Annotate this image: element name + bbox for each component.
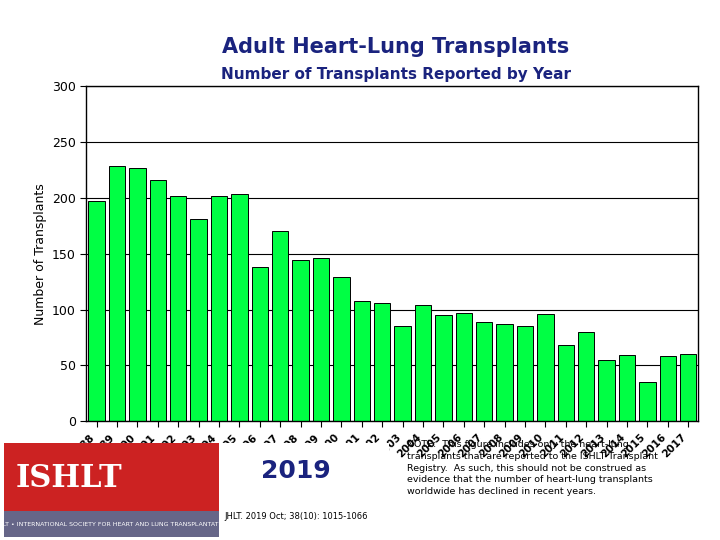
Bar — [150, 180, 166, 421]
Text: JHLT. 2019 Oct; 38(10): 1015-1066: JHLT. 2019 Oct; 38(10): 1015-1066 — [225, 512, 368, 521]
Bar — [517, 326, 534, 421]
Bar — [660, 356, 676, 421]
Bar — [374, 303, 390, 421]
Bar — [395, 326, 410, 421]
Bar — [109, 166, 125, 421]
Y-axis label: Number of Transplants: Number of Transplants — [34, 183, 47, 325]
Text: NOTE:  This figure includes only the heart-lung
transplants that are reported to: NOTE: This figure includes only the hear… — [407, 440, 657, 496]
Bar — [292, 260, 309, 421]
FancyBboxPatch shape — [4, 443, 220, 537]
Bar — [354, 301, 370, 421]
Bar — [598, 360, 615, 421]
Bar — [557, 345, 574, 421]
Bar — [619, 355, 635, 421]
Bar — [252, 267, 268, 421]
Bar — [272, 232, 288, 421]
Bar — [312, 258, 329, 421]
Text: Adult Heart-Lung Transplants: Adult Heart-Lung Transplants — [222, 37, 570, 57]
Text: 2019: 2019 — [261, 459, 331, 483]
Bar — [639, 382, 656, 421]
Bar — [190, 219, 207, 421]
FancyBboxPatch shape — [220, 443, 389, 537]
Bar — [456, 313, 472, 421]
Bar — [415, 305, 431, 421]
Bar — [578, 332, 595, 421]
Bar — [496, 324, 513, 421]
Bar — [435, 315, 451, 421]
Bar — [537, 314, 554, 421]
Text: ISHLT: ISHLT — [16, 463, 122, 494]
Bar — [130, 168, 145, 421]
Text: ISHLT • INTERNATIONAL SOCIETY FOR HEART AND LUNG TRANSPLANTATION: ISHLT • INTERNATIONAL SOCIETY FOR HEART … — [0, 522, 230, 526]
Bar — [476, 322, 492, 421]
FancyBboxPatch shape — [4, 511, 220, 537]
Bar — [231, 193, 248, 421]
Text: Number of Transplants Reported by Year: Number of Transplants Reported by Year — [221, 68, 571, 83]
Bar — [89, 201, 105, 421]
Bar — [211, 196, 227, 421]
Bar — [680, 354, 696, 421]
Bar — [170, 196, 186, 421]
Bar — [333, 277, 350, 421]
